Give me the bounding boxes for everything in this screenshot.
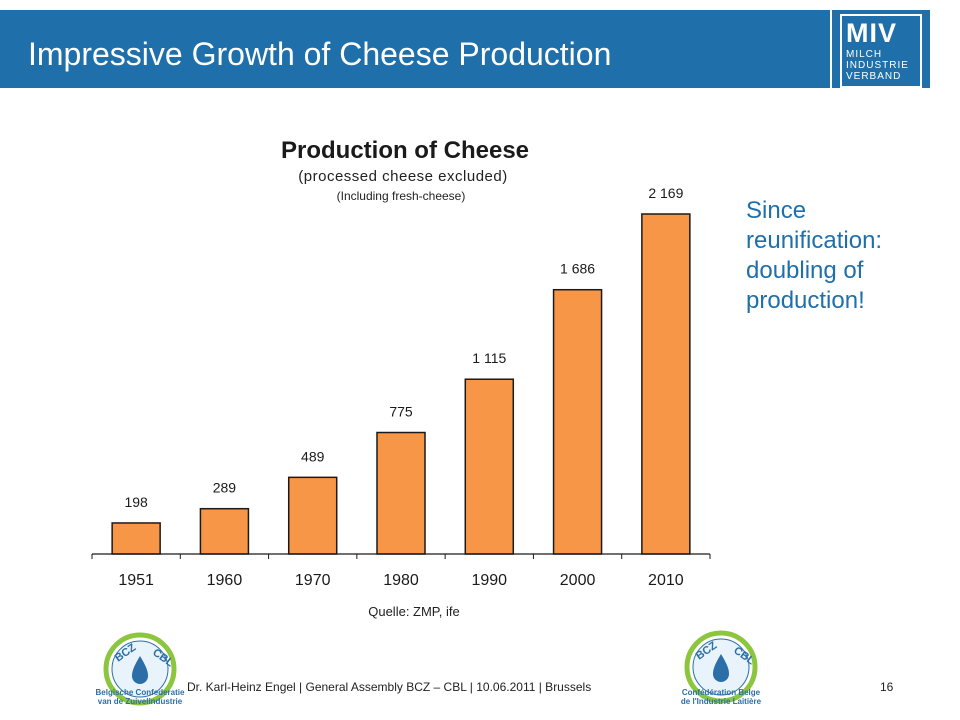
miv-logo-frame: MIV MILCH INDUSTRIE VERBAND [840, 14, 922, 88]
bar-1951 [111, 522, 161, 555]
bcz-caption-left: Belgische Confederatie van de Zuivelindu… [85, 688, 195, 706]
bar-2010 [641, 213, 691, 555]
x-tick-label-1980: 1980 [383, 572, 419, 589]
chart-subtitle: (processed cheese excluded) [298, 168, 507, 185]
page-title: Impressive Growth of Cheese Production [28, 36, 612, 72]
bcz-logo-right: BCZ CBL [684, 630, 758, 704]
side-note-line-1: Since [746, 197, 807, 224]
bar-2000 [552, 288, 603, 555]
miv-logo: MIV MILCH INDUSTRIE VERBAND [832, 10, 930, 88]
x-tick-label-1960: 1960 [207, 572, 243, 589]
footer-text: Dr. Karl-Heinz Engel | General Assembly … [187, 680, 592, 694]
bar-1960 [199, 507, 250, 555]
page-number: 16 [880, 680, 894, 694]
x-tick-label-1990: 1990 [471, 572, 507, 589]
side-note-line-3: doubling of [746, 257, 864, 284]
data-label-1960: 289 [213, 480, 237, 496]
data-label-1980: 775 [389, 404, 413, 420]
data-label-2010: 2 169 [648, 185, 683, 201]
header-banner: Impressive Growth of Cheese Production [0, 10, 830, 88]
miv-logo-line-1: MILCH [846, 49, 883, 60]
bar-1990 [464, 378, 515, 555]
bcz-caption-right-line-2: de l'Industrie Laitière [680, 697, 762, 706]
chart-title: Production of Cheese [281, 137, 529, 164]
bcz-caption-left-line-1: Belgische Confederatie [95, 688, 185, 697]
bar-1980 [376, 431, 426, 555]
data-label-2000: 1 686 [560, 261, 595, 277]
chart-source: Quelle: ZMP, ife [368, 604, 460, 619]
bcz-caption-left-line-2: van de Zuivelindustrie [97, 697, 183, 706]
data-label-1970: 489 [301, 448, 325, 464]
bar-1970 [287, 476, 338, 555]
x-axis-ticks: 1951 1960 1970 1980 1990 2000 2010 [91, 554, 711, 589]
miv-logo-text: MIV [846, 18, 898, 48]
x-tick-label-2000: 2000 [560, 572, 596, 589]
side-note-line-4: production! [746, 287, 865, 314]
bcz-logo-left: BCZ CBL [103, 632, 177, 706]
chart-subtitle-secondary: (Including fresh-cheese) [337, 189, 466, 203]
bcz-caption-right-line-1: Confédération Belge [681, 688, 761, 697]
bcz-caption-right: Confédération Belge de l'Industrie Laiti… [666, 688, 776, 706]
x-tick-label-1951: 1951 [118, 572, 154, 589]
x-tick-label-2010: 2010 [648, 572, 684, 589]
x-tick-label-1970: 1970 [295, 572, 331, 589]
side-note-line-2: reunification: [746, 227, 883, 254]
miv-logo-line-2: INDUSTRIE [846, 60, 909, 71]
miv-logo-line-3: VERBAND [846, 71, 902, 82]
bars-group: 198 289 489 775 1 115 1 686 2 169 [111, 185, 691, 555]
data-label-1990: 1 115 [472, 350, 506, 366]
side-note: Since reunification: doubling of product… [746, 196, 946, 316]
data-label-1951: 198 [124, 494, 148, 510]
